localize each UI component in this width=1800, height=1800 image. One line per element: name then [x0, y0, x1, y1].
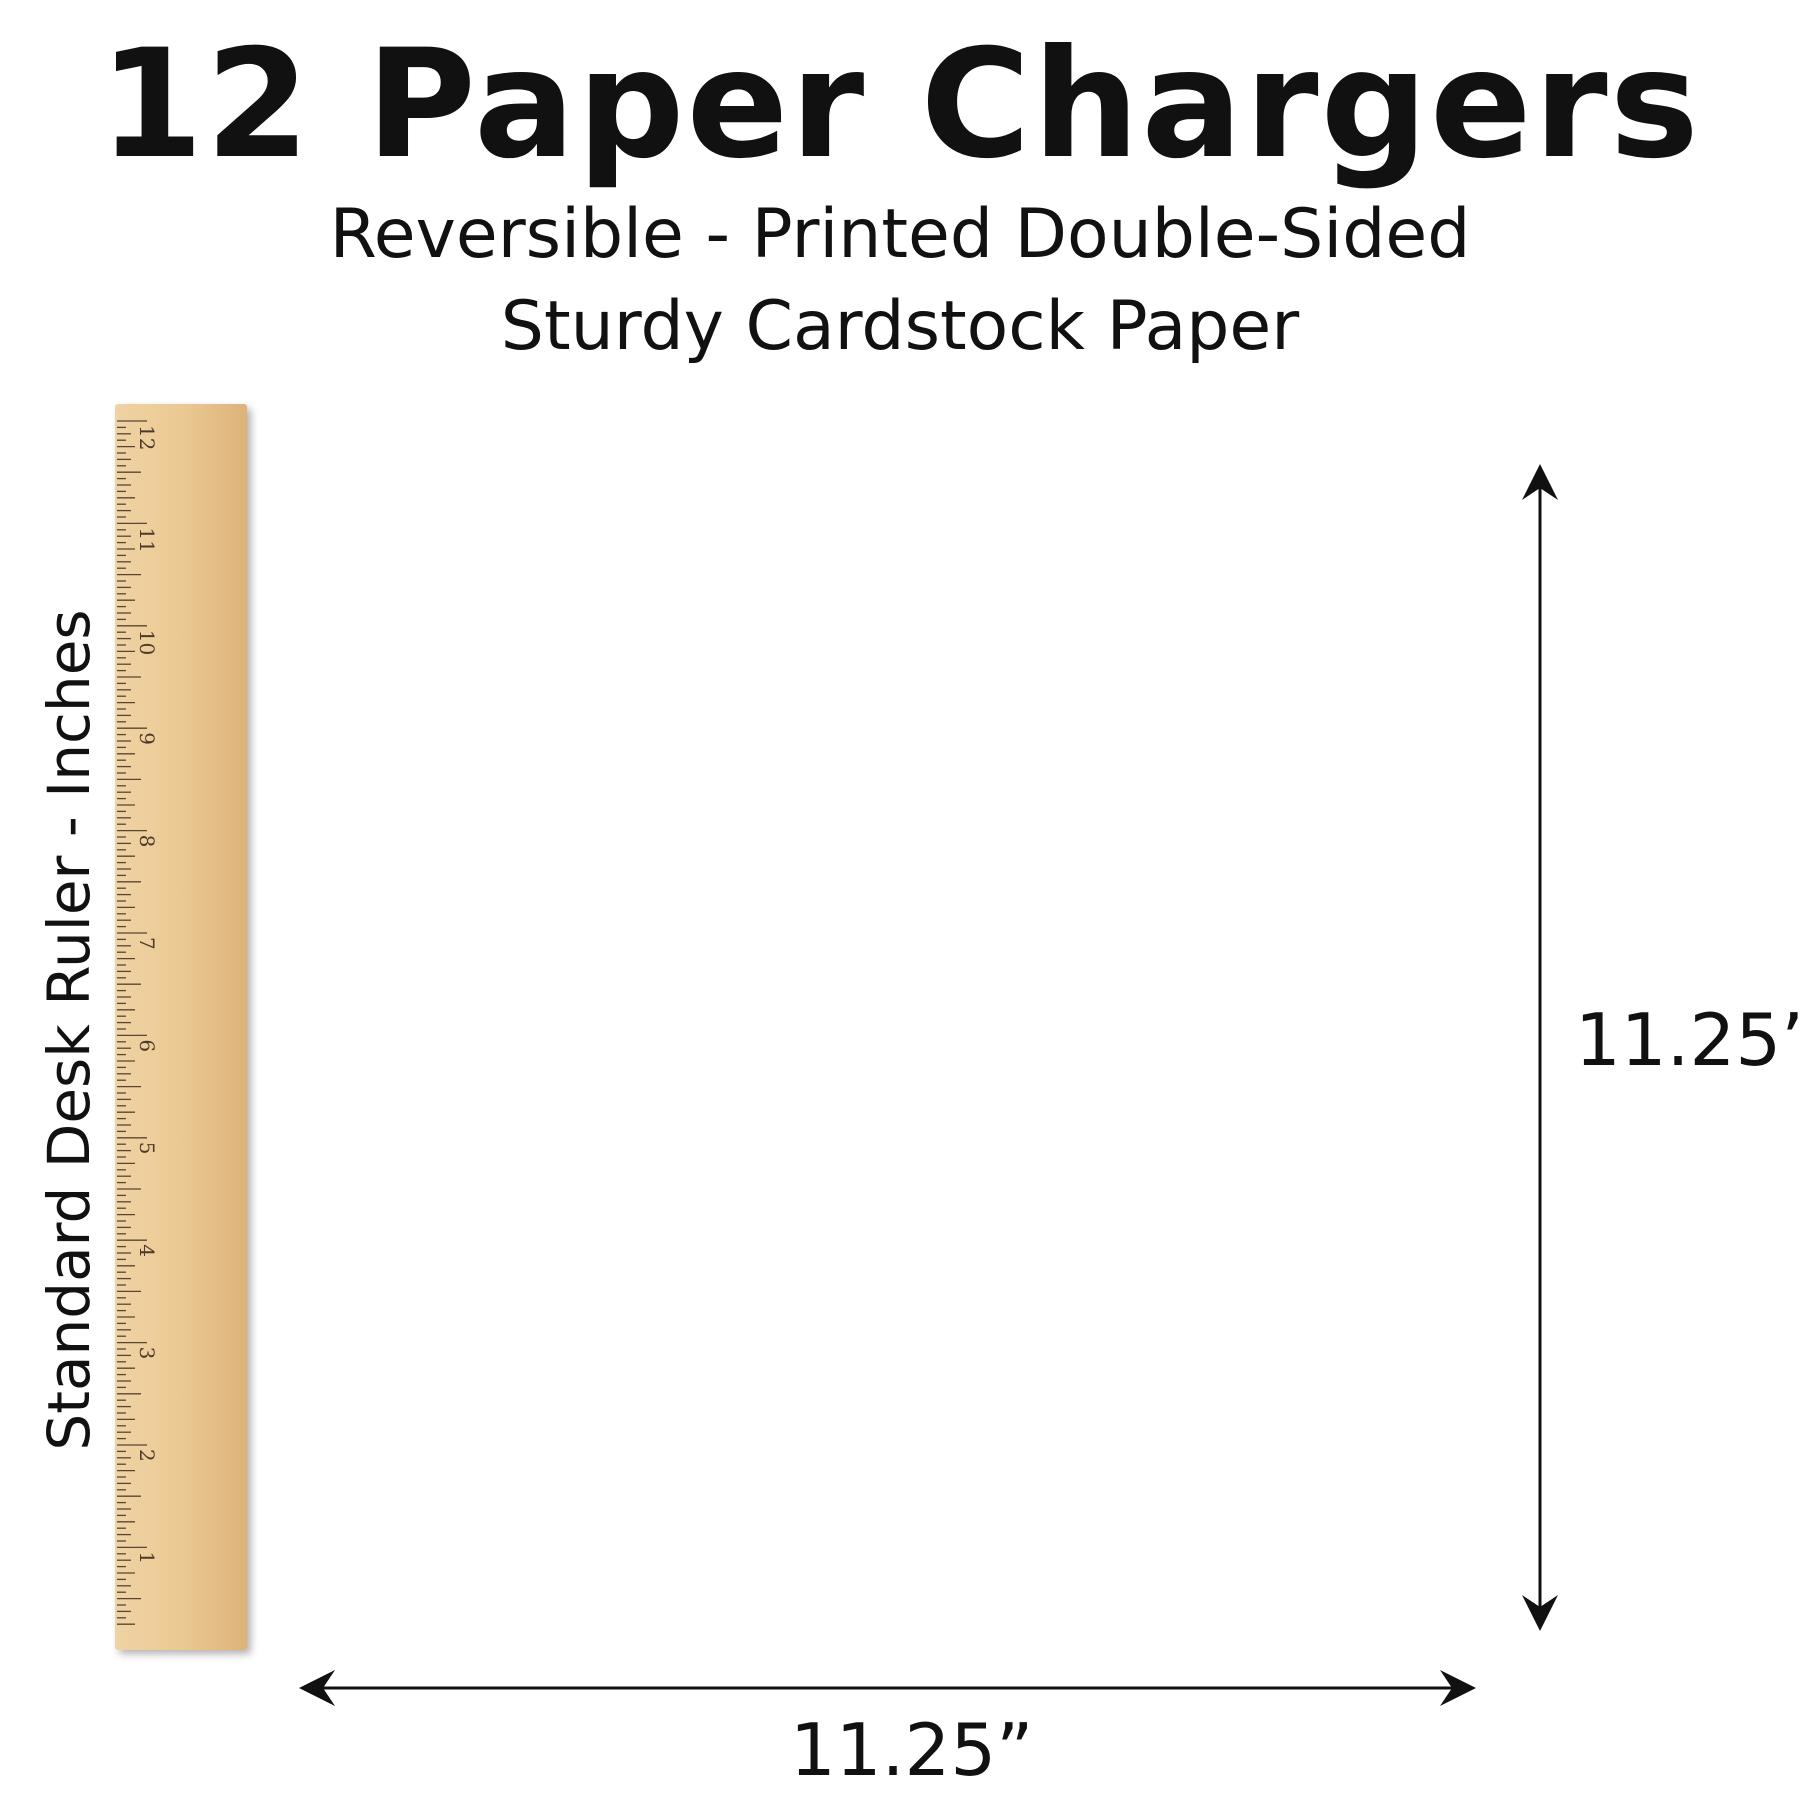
ruler-number: 11 [135, 527, 159, 552]
ruler-number: 5 [135, 1142, 159, 1155]
subtitle-line-1: Reversible - Printed Double-Sided [329, 195, 1471, 274]
ruler-number: 6 [135, 1039, 159, 1052]
page-title: 12 Paper Chargers [99, 18, 1701, 192]
ruler-number: 4 [135, 1244, 159, 1257]
ruler-number: 3 [135, 1347, 159, 1360]
ruler-number: 10 [135, 630, 159, 655]
paper-charger [200, 360, 1580, 1740]
ruler-number: 7 [135, 937, 159, 950]
ruler-label: Standard Desk Ruler - Inches [35, 609, 103, 1451]
ruler-number: 12 [135, 425, 159, 450]
height-dimension-label: 11.25” [1575, 998, 1800, 1082]
ruler-number: 2 [135, 1449, 159, 1462]
subtitle-line-2: Sturdy Cardstock Paper [500, 287, 1300, 366]
ruler-number: 9 [135, 732, 159, 745]
ruler-number: 1 [135, 1551, 159, 1564]
width-dimension-label: 11.25” [790, 1708, 1034, 1792]
ruler-number: 8 [135, 835, 159, 848]
